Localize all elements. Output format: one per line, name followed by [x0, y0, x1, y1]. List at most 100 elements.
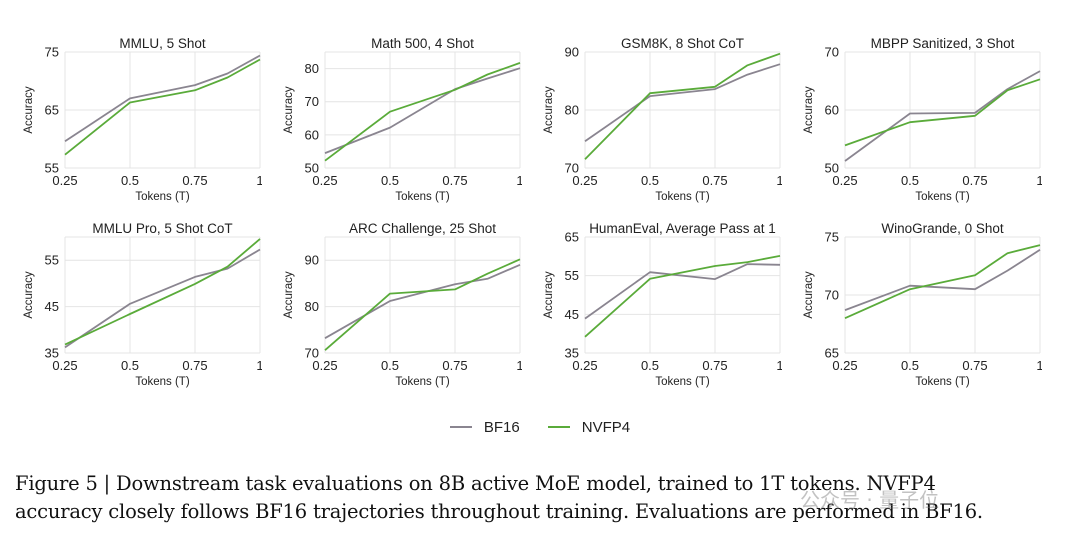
- y-tick-label: 35: [45, 346, 59, 361]
- series-line-bf16: [324, 67, 521, 154]
- series-line-bf16: [64, 248, 261, 349]
- series-line-bf16: [324, 263, 521, 339]
- series-line-nvfp4: [584, 255, 781, 338]
- chart-grid: MMLU, 5 Shot 55 65 75 0.25 0.5 0.75 1 Tokens (T)…: [0, 30, 1042, 388]
- y-axis-label: Accuracy: [283, 271, 295, 319]
- y-tick-label: 65: [45, 103, 59, 118]
- chart-title: MMLU Pro, 5 Shot CoT: [92, 221, 232, 236]
- x-tick-label: 0.25: [312, 173, 337, 188]
- chart-title: GSM8K, 8 Shot CoT: [621, 36, 744, 51]
- chart-svg: WinoGrande, 0 Shot 65 70 75 0.25 0.5 0.75 1 Toke…: [803, 221, 1042, 388]
- figure-caption: Figure 5 | Downstream task evaluations o…: [15, 470, 1065, 526]
- chart-title: MBPP Sanitized, 3 Shot: [871, 36, 1015, 51]
- chart-mmlu-pro-5-shot-cot: MMLU Pro, 5 Shot CoT 35 45 55 0.25 0.5 0.75 1 To…: [0, 215, 262, 405]
- y-tick-label: 65: [825, 346, 839, 361]
- y-axis-label: Accuracy: [543, 271, 555, 319]
- chart-mbpp-sanitized-3-shot: MBPP Sanitized, 3 Shot 50 60 70 0.25 0.5 0.75 1…: [780, 30, 1042, 220]
- chart-gsm8k-8-shot-cot: GSM8K, 8 Shot CoT 70 80 90 0.25 0.5 0.75 1 Token…: [520, 30, 782, 220]
- y-tick-label: 80: [305, 299, 319, 314]
- x-axis-label: Tokens (T): [915, 191, 969, 203]
- y-tick-label: 45: [565, 307, 579, 322]
- caption-line-2: accuracy closely follows BF16 trajectori…: [15, 500, 983, 523]
- series-line-bf16: [844, 70, 1041, 162]
- x-axis-label: Tokens (T): [915, 376, 969, 388]
- chart-title: WinoGrande, 0 Shot: [881, 221, 1004, 236]
- x-tick-label: 0.5: [381, 358, 399, 373]
- legend-label-bf16: BF16: [483, 418, 520, 436]
- x-axis-label: Tokens (T): [655, 191, 709, 203]
- y-axis-label: Accuracy: [803, 86, 815, 134]
- series-line-bf16: [844, 249, 1041, 311]
- x-tick-label: 0.25: [832, 173, 857, 188]
- series-line-nvfp4: [844, 244, 1041, 320]
- x-tick-label: 0.75: [962, 358, 987, 373]
- chart-svg: MMLU Pro, 5 Shot CoT 35 45 55 0.25 0.5 0.75 1 To…: [23, 221, 262, 388]
- chart-svg: MMLU, 5 Shot 55 65 75 0.25 0.5 0.75 1 Tokens (T)…: [23, 36, 262, 203]
- x-tick-label: 1: [516, 358, 522, 373]
- y-tick-label: 45: [45, 299, 59, 314]
- x-axis-label: Tokens (T): [135, 191, 189, 203]
- chart-title: ARC Challenge, 25 Shot: [349, 221, 496, 236]
- y-axis-label: Accuracy: [23, 271, 35, 319]
- x-tick-label: 0.25: [572, 173, 597, 188]
- x-tick-label: 0.5: [901, 358, 919, 373]
- y-tick-label: 70: [825, 45, 839, 60]
- legend-item-nvfp4: NVFP4: [547, 418, 631, 436]
- x-tick-label: 1: [1036, 173, 1042, 188]
- y-tick-label: 70: [305, 94, 319, 109]
- series-line-nvfp4: [844, 78, 1041, 147]
- x-tick-label: 1: [776, 173, 782, 188]
- series-line-nvfp4: [324, 62, 521, 162]
- series-line-nvfp4: [64, 58, 261, 156]
- x-tick-label: 0.75: [442, 173, 467, 188]
- y-tick-label: 50: [825, 161, 839, 176]
- x-axis-label: Tokens (T): [395, 191, 449, 203]
- legend-item-bf16: BF16: [449, 418, 520, 436]
- x-axis-label: Tokens (T): [655, 376, 709, 388]
- y-tick-label: 55: [565, 268, 579, 283]
- x-tick-label: 0.25: [572, 358, 597, 373]
- y-tick-label: 80: [565, 103, 579, 118]
- y-tick-label: 70: [305, 346, 319, 361]
- x-tick-label: 1: [256, 173, 262, 188]
- x-tick-label: 0.75: [442, 358, 467, 373]
- chart-svg: Math 500, 4 Shot 50 60 70 80 0.25 0.5 0.75 1 Toke…: [283, 36, 522, 203]
- series-line-nvfp4: [584, 52, 781, 160]
- y-tick-label: 70: [825, 288, 839, 303]
- chart-winogrande-0-shot: WinoGrande, 0 Shot 65 70 75 0.25 0.5 0.75 1 Toke…: [780, 215, 1042, 405]
- chart-svg: GSM8K, 8 Shot CoT 70 80 90 0.25 0.5 0.75 1 Token…: [543, 36, 782, 203]
- y-tick-label: 90: [565, 45, 579, 60]
- legend-swatch-nvfp4: [547, 426, 570, 428]
- y-tick-label: 60: [825, 103, 839, 118]
- x-tick-label: 0.5: [381, 173, 399, 188]
- y-tick-label: 55: [45, 161, 59, 176]
- chart-mmlu-5-shot: MMLU, 5 Shot 55 65 75 0.25 0.5 0.75 1 Tokens (T)…: [0, 30, 262, 220]
- x-tick-label: 0.75: [702, 358, 727, 373]
- y-tick-label: 75: [825, 230, 839, 245]
- x-tick-label: 0.75: [182, 358, 207, 373]
- y-axis-label: Accuracy: [23, 86, 35, 134]
- series-line-bf16: [584, 263, 781, 320]
- y-tick-label: 90: [305, 253, 319, 268]
- legend-label-nvfp4: NVFP4: [581, 418, 631, 436]
- series-line-bf16: [64, 54, 261, 143]
- chart-title: Math 500, 4 Shot: [371, 36, 474, 51]
- y-tick-label: 35: [565, 346, 579, 361]
- y-axis-label: Accuracy: [543, 86, 555, 134]
- x-tick-label: 0.25: [52, 358, 77, 373]
- chart-math-500-4-shot: Math 500, 4 Shot 50 60 70 80 0.25 0.5 0.75 1 Toke…: [260, 30, 522, 220]
- y-tick-label: 75: [45, 45, 59, 60]
- chart-svg: HumanEval, Average Pass at 1 35 45 55 65 0.25…: [543, 221, 782, 388]
- x-tick-label: 0.75: [962, 173, 987, 188]
- caption-line-1: Figure 5 | Downstream task evaluations o…: [15, 472, 936, 495]
- y-tick-label: 50: [305, 161, 319, 176]
- x-tick-label: 0.25: [52, 173, 77, 188]
- x-axis-label: Tokens (T): [395, 376, 449, 388]
- series-line-nvfp4: [64, 238, 261, 346]
- y-tick-label: 55: [45, 253, 59, 268]
- chart-humaneval-average-pass-at-1: HumanEval, Average Pass at 1 35 45 55 65 0.25…: [520, 215, 782, 405]
- x-tick-label: 0.25: [832, 358, 857, 373]
- chart-arc-challenge-25-shot: ARC Challenge, 25 Shot 70 80 90 0.25 0.5 0.75 1…: [260, 215, 522, 405]
- y-tick-label: 60: [305, 127, 319, 142]
- series-line-nvfp4: [324, 258, 521, 351]
